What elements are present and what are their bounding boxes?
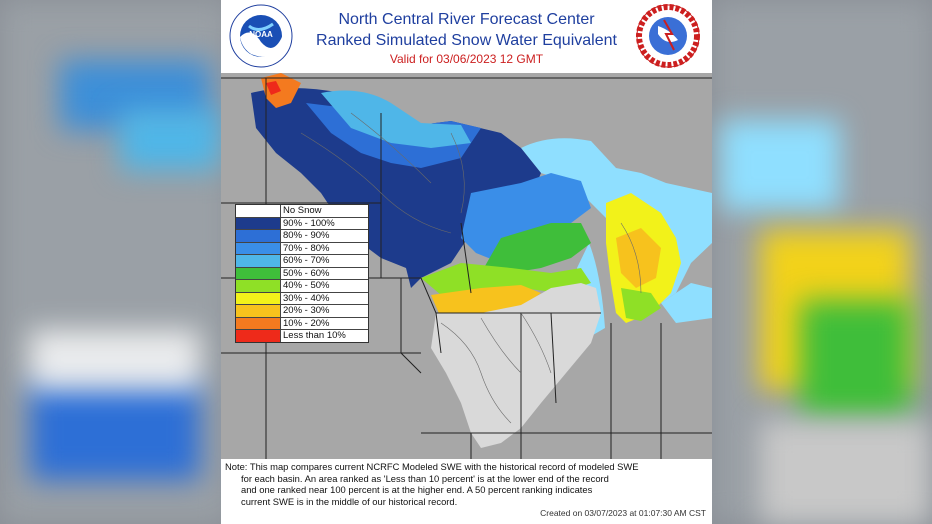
noaa-logo-icon: NOAA	[229, 4, 293, 68]
created-timestamp: Created on 03/07/2023 at 01:07:30 AM CST	[540, 508, 706, 518]
legend-swatch	[236, 255, 281, 267]
map-subtitle: Ranked Simulated Snow Water Equivalent	[316, 32, 617, 49]
note-line: current SWE is in the middle of our hist…	[241, 495, 458, 507]
note-line: and one ranked near 100 percent is at th…	[241, 484, 593, 496]
valid-time: Valid for 03/06/2023 12 GMT	[389, 52, 544, 66]
legend-label: 30% - 40%	[283, 292, 330, 304]
lake-erie	[661, 283, 712, 323]
snow-70-80	[461, 173, 591, 263]
legend-swatch	[236, 280, 281, 292]
legend-swatch	[236, 205, 281, 217]
no-snow-region	[431, 283, 601, 448]
legend-swatch	[236, 317, 281, 329]
legend-label: 70% - 80%	[283, 242, 330, 254]
legend-swatch	[236, 230, 281, 242]
legend-label: 60% - 70%	[283, 255, 330, 266]
legend-item: 30% - 40%	[236, 292, 368, 305]
note-line: for each basin. An area ranked as 'Less …	[241, 472, 609, 484]
legend-swatch	[236, 267, 281, 279]
basin-outlines	[300, 112, 642, 424]
legend-swatch	[236, 217, 281, 229]
legend-label: Less than 10%	[283, 330, 346, 341]
northwest-snow-10-20	[261, 73, 301, 108]
legend-swatch	[236, 242, 281, 254]
legend-label: 40% - 50%	[283, 280, 330, 291]
legend-item: 70% - 80%	[236, 242, 368, 255]
legend-item: 90% - 100%	[236, 217, 368, 230]
map-header: NOAA North Central River Forecast Center…	[221, 0, 712, 73]
note-line: Note: This map compares current NCRFC Mo…	[225, 461, 639, 472]
legend-label: 90% - 100%	[283, 217, 335, 229]
legend-swatch	[236, 292, 281, 304]
legend-swatch	[236, 330, 281, 342]
legend-item: Less than 10%	[236, 330, 368, 342]
swe-map-card: NOAA North Central River Forecast Center…	[221, 0, 712, 524]
legend-swatch	[236, 305, 281, 317]
legend: No Snow 90% - 100% 80% - 90% 70% - 80% 6…	[235, 204, 369, 343]
michigan-snow-20-30	[616, 228, 661, 288]
legend-item: 20% - 30%	[236, 305, 368, 318]
snow-60-70	[321, 90, 471, 148]
northwest-snow-lt-10	[266, 81, 281, 95]
map-note: Note: This map compares current NCRFC Mo…	[225, 461, 705, 507]
snow-20-30	[431, 285, 541, 318]
snow-50-60	[481, 223, 591, 273]
svg-text:NOAA: NOAA	[249, 30, 273, 39]
legend-item: 60% - 70%	[236, 255, 368, 268]
legend-label: 50% - 60%	[283, 267, 330, 279]
national-weather-service-logo-icon	[636, 4, 700, 68]
legend-label: 80% - 90%	[283, 230, 330, 241]
legend-item: 10% - 20%	[236, 317, 368, 330]
snow-40-50	[421, 263, 591, 295]
swe-rank-map	[221, 73, 712, 459]
legend-label: 20% - 30%	[283, 305, 330, 316]
legend-item: 50% - 60%	[236, 267, 368, 280]
legend-label: No Snow	[283, 205, 322, 216]
map-title: North Central River Forecast Center	[338, 11, 595, 28]
legend-label: 10% - 20%	[283, 317, 330, 329]
legend-item: 40% - 50%	[236, 280, 368, 293]
michigan-snow-40-50	[621, 288, 661, 321]
legend-item: No Snow	[236, 205, 368, 218]
legend-item: 80% - 90%	[236, 230, 368, 243]
